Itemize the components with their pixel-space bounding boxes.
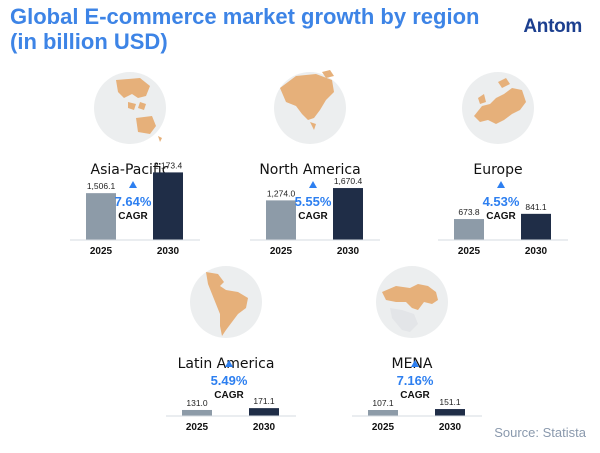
cagr-value: 7.16% [397,373,434,388]
bar-chart: 1,506.1 2025 2,173.4 2030 7.64% CAGR [70,160,200,257]
region-label: Europe [473,162,523,178]
category-label: 2030 [525,246,548,257]
category-label: 2025 [270,246,293,257]
value-label: 1,506.1 [87,181,116,191]
cagr-label: CAGR [298,211,328,222]
north-america-globe-icon [274,70,346,144]
value-label: 2,173.4 [154,160,183,170]
bar-chart: 107.1 2025 151.1 2030 7.16% CAGR [352,360,482,433]
bar-2030 [249,408,279,416]
panel-mena: MENA 107.1 2025 151.1 2030 7.16% CAGR [322,252,502,442]
growth-arrow-icon [225,360,233,367]
value-label: 841.1 [525,202,547,212]
growth-arrow-icon [129,181,137,188]
bar-chart: 131.0 2025 171.1 2030 5.49% CAGR [166,360,296,433]
value-label: 107.1 [372,398,394,408]
panel-asia-pacific: Asia-Pacific 1,506.1 2025 2,173.4 2030 7.64%… [40,58,220,257]
panel-north-america: North America 1,274.0 2025 1,670.4 2030 5.55… [220,58,400,257]
cagr-label: CAGR [486,211,516,222]
category-label: 2030 [253,422,276,433]
category-label: 2025 [372,422,395,433]
category-label: 2025 [186,422,209,433]
region-label: Latin America [177,356,275,372]
panel-europe: Europe 673.8 2025 841.1 2030 4.53% CAGR [408,58,588,257]
region-label: Asia-Pacific [90,162,170,178]
europe-globe-icon [462,72,534,144]
cagr-value: 5.55% [295,194,332,209]
growth-arrow-icon [497,181,505,188]
value-label: 151.1 [439,397,461,407]
cagr-label: CAGR [400,390,430,401]
value-label: 1,670.4 [334,176,363,186]
asia-pacific-globe-icon [94,72,166,144]
latin-america-globe-icon [190,266,262,338]
bar-2025 [368,410,398,416]
bar-chart: 673.8 2025 841.1 2030 4.53% CAGR [438,181,568,257]
bar-2030 [521,213,551,240]
bar-2030 [435,409,465,416]
source-note: Source: Statista [494,425,586,440]
category-label: 2030 [337,246,360,257]
category-label: 2025 [458,246,481,257]
page-title: Global E-commerce market growth by regio… [10,4,480,54]
cagr-value: 4.53% [483,194,520,209]
bar-2025 [86,193,116,240]
bar-2030 [153,172,183,240]
value-label: 131.0 [186,398,208,408]
cagr-label: CAGR [214,390,244,401]
bar-2025 [182,409,212,416]
growth-arrow-icon [309,181,317,188]
mena-globe-icon [376,266,448,338]
bar-chart: 1,274.0 2025 1,670.4 2030 5.55% CAGR [250,176,380,257]
region-label: North America [259,162,361,178]
cagr-value: 5.49% [211,373,248,388]
bar-2025 [454,219,484,240]
panel-latin-america: Latin America 131.0 2025 171.1 2030 5.49% CAG… [136,252,316,442]
region-label: MENA [391,356,433,372]
antom-logo: Antom [523,16,582,37]
category-label: 2030 [157,246,180,257]
value-label: 171.1 [253,396,275,406]
cagr-value: 7.64% [115,194,152,209]
category-label: 2030 [439,422,462,433]
cagr-label: CAGR [118,211,148,222]
growth-arrow-icon [411,360,419,367]
bar-2025 [266,200,296,240]
value-label: 673.8 [458,207,480,217]
category-label: 2025 [90,246,113,257]
bar-2030 [333,188,363,240]
value-label: 1,274.0 [267,188,296,198]
